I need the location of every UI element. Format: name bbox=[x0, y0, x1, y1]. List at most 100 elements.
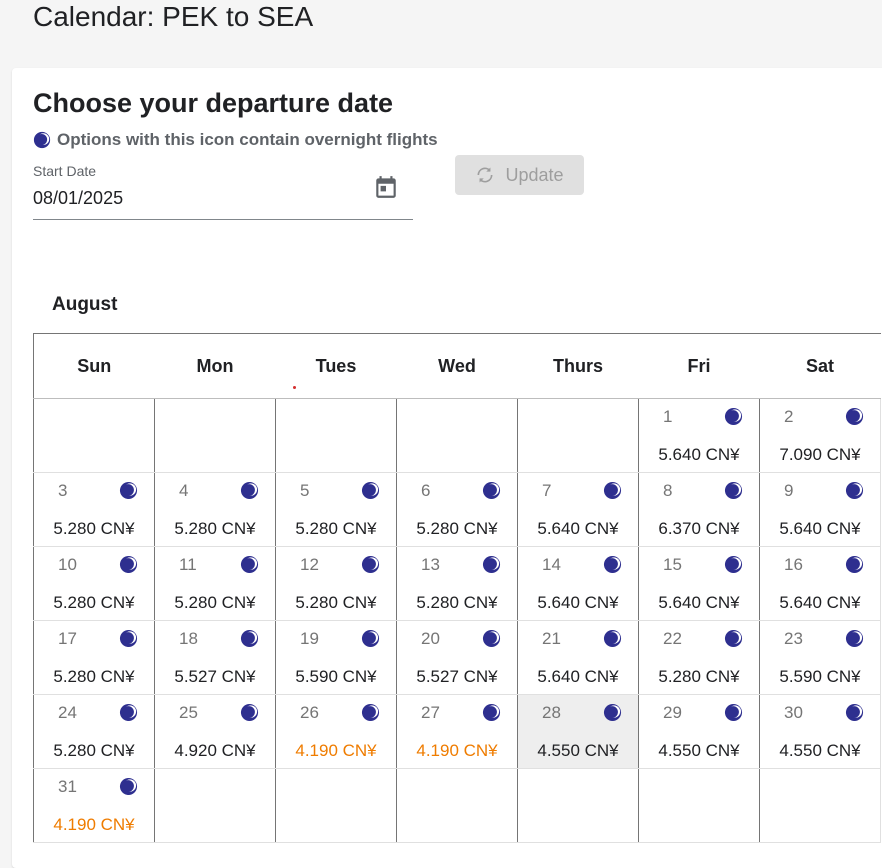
day-cell[interactable]: 12 5.280 CN¥ bbox=[275, 546, 397, 621]
weekday-mon: Mon bbox=[154, 333, 276, 399]
moon-icon bbox=[240, 481, 259, 500]
moon-icon bbox=[119, 703, 138, 722]
day-price: 5.280 CN¥ bbox=[416, 519, 498, 538]
moon-icon bbox=[240, 555, 259, 574]
day-cell[interactable]: 13 5.280 CN¥ bbox=[396, 546, 518, 621]
moon-icon bbox=[240, 703, 259, 722]
day-price: 5.640 CN¥ bbox=[658, 593, 740, 612]
day-number: 6 bbox=[421, 481, 431, 500]
day-cell[interactable]: 27 4.190 CN¥ bbox=[396, 694, 518, 769]
moon-icon bbox=[603, 703, 622, 722]
moon-icon bbox=[603, 555, 622, 574]
day-price: 4.920 CN¥ bbox=[174, 741, 256, 760]
day-cell[interactable]: 9 5.640 CN¥ bbox=[759, 472, 881, 547]
day-cell[interactable]: 7 5.640 CN¥ bbox=[517, 472, 639, 547]
moon-icon bbox=[482, 703, 501, 722]
day-cell[interactable]: 24 5.280 CN¥ bbox=[33, 694, 155, 769]
day-cell[interactable]: 14 5.640 CN¥ bbox=[517, 546, 639, 621]
day-number: 18 bbox=[179, 629, 198, 648]
calendar-icon[interactable] bbox=[373, 174, 399, 200]
day-cell[interactable]: 15 5.640 CN¥ bbox=[638, 546, 760, 621]
day-price: 5.280 CN¥ bbox=[53, 667, 135, 686]
empty-cell bbox=[33, 398, 155, 473]
red-dot-marker bbox=[293, 386, 296, 389]
day-price: 5.280 CN¥ bbox=[53, 593, 135, 612]
moon-icon bbox=[603, 481, 622, 500]
day-cell[interactable]: 5 5.280 CN¥ bbox=[275, 472, 397, 547]
day-cell[interactable]: 10 5.280 CN¥ bbox=[33, 546, 155, 621]
section-heading: Choose your departure date bbox=[33, 88, 394, 118]
day-cell[interactable]: 26 4.190 CN¥ bbox=[275, 694, 397, 769]
day-price: 5.640 CN¥ bbox=[779, 519, 861, 538]
day-cell[interactable]: 3 5.280 CN¥ bbox=[33, 472, 155, 547]
moon-icon bbox=[724, 703, 743, 722]
day-cell[interactable]: 17 5.280 CN¥ bbox=[33, 620, 155, 695]
day-cell[interactable]: 6 5.280 CN¥ bbox=[396, 472, 518, 547]
day-cell[interactable]: 11 5.280 CN¥ bbox=[154, 546, 276, 621]
day-price: 5.280 CN¥ bbox=[174, 519, 256, 538]
day-number: 23 bbox=[784, 629, 803, 648]
day-cell[interactable]: 1 5.640 CN¥ bbox=[638, 398, 760, 473]
day-price: 5.527 CN¥ bbox=[174, 667, 256, 686]
page-title: Calendar: PEK to SEA bbox=[33, 1, 314, 32]
day-number: 19 bbox=[300, 629, 319, 648]
day-number: 14 bbox=[542, 555, 561, 574]
day-cell[interactable]: 8 6.370 CN¥ bbox=[638, 472, 760, 547]
day-number: 9 bbox=[784, 481, 794, 500]
day-number: 2 bbox=[784, 407, 794, 426]
day-price: 7.090 CN¥ bbox=[779, 445, 861, 464]
day-number: 3 bbox=[58, 481, 68, 500]
empty-cell bbox=[396, 768, 518, 843]
day-cell[interactable]: 22 5.280 CN¥ bbox=[638, 620, 760, 695]
day-cell[interactable]: 28 4.550 CN¥ bbox=[517, 694, 639, 769]
day-cell[interactable]: 2 7.090 CN¥ bbox=[759, 398, 881, 473]
moon-icon bbox=[361, 555, 380, 574]
day-cell[interactable]: 16 5.640 CN¥ bbox=[759, 546, 881, 621]
week-row: 24 5.280 CN¥ 25 4.920 CN¥ 26 4.190 CN¥ 27 4.190… bbox=[33, 694, 881, 769]
day-cell[interactable]: 30 4.550 CN¥ bbox=[759, 694, 881, 769]
empty-cell bbox=[517, 398, 639, 473]
update-button[interactable]: Update bbox=[455, 155, 584, 195]
moon-icon bbox=[845, 629, 864, 648]
day-price: 4.190 CN¥ bbox=[416, 741, 498, 760]
empty-cell bbox=[275, 768, 397, 843]
day-number: 4 bbox=[179, 481, 189, 500]
moon-icon bbox=[482, 481, 501, 500]
refresh-icon bbox=[477, 167, 493, 183]
day-price: 4.550 CN¥ bbox=[537, 741, 619, 760]
moon-icon bbox=[603, 629, 622, 648]
day-price: 5.280 CN¥ bbox=[295, 593, 377, 612]
week-row: 31 4.190 CN¥ bbox=[33, 768, 881, 843]
day-cell[interactable]: 21 5.640 CN¥ bbox=[517, 620, 639, 695]
moon-icon bbox=[724, 629, 743, 648]
day-price: 4.190 CN¥ bbox=[53, 815, 135, 834]
moon-icon bbox=[361, 629, 380, 648]
day-price: 5.590 CN¥ bbox=[295, 667, 377, 686]
day-number: 20 bbox=[421, 629, 440, 648]
moon-icon bbox=[482, 555, 501, 574]
day-price: 5.280 CN¥ bbox=[174, 593, 256, 612]
day-cell[interactable]: 20 5.527 CN¥ bbox=[396, 620, 518, 695]
calendar-grid: Sun Mon Tues Wed Thurs Fri Sat 1 5.640 CN… bbox=[33, 333, 881, 843]
day-cell[interactable]: 18 5.527 CN¥ bbox=[154, 620, 276, 695]
moon-icon bbox=[845, 481, 864, 500]
week-row: 1 5.640 CN¥ 2 7.090 CN¥ bbox=[33, 398, 881, 473]
day-cell[interactable]: 29 4.550 CN¥ bbox=[638, 694, 760, 769]
day-number: 5 bbox=[300, 481, 310, 500]
moon-icon bbox=[724, 555, 743, 574]
day-number: 7 bbox=[542, 481, 552, 500]
moon-icon bbox=[33, 131, 51, 149]
day-cell[interactable]: 4 5.280 CN¥ bbox=[154, 472, 276, 547]
day-price: 5.280 CN¥ bbox=[53, 741, 135, 760]
month-label: August bbox=[52, 294, 118, 315]
start-date-value[interactable]: 08/01/2025 bbox=[33, 188, 124, 208]
day-cell[interactable]: 19 5.590 CN¥ bbox=[275, 620, 397, 695]
day-cell[interactable]: 23 5.590 CN¥ bbox=[759, 620, 881, 695]
day-price: 4.550 CN¥ bbox=[658, 741, 740, 760]
weekday-fri: Fri bbox=[638, 333, 760, 399]
weekday-thurs: Thurs bbox=[517, 333, 639, 399]
day-cell[interactable]: 25 4.920 CN¥ bbox=[154, 694, 276, 769]
day-number: 27 bbox=[421, 703, 440, 722]
start-date-field[interactable]: Start Date 08/01/2025 bbox=[33, 162, 413, 220]
day-cell[interactable]: 31 4.190 CN¥ bbox=[33, 768, 155, 843]
